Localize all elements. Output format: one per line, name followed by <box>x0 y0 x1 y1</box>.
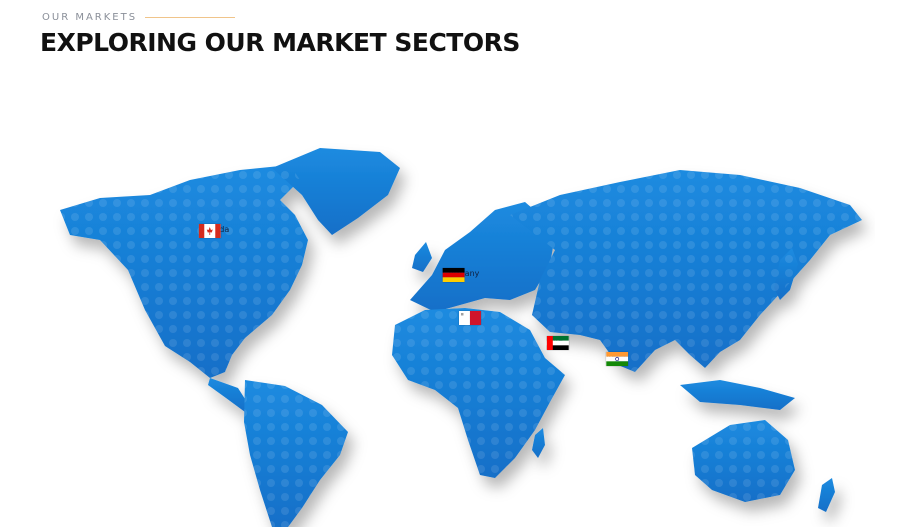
eyebrow-label: OUR MARKETS <box>42 12 138 23</box>
india-flag-icon <box>606 352 629 366</box>
central-america-shape <box>208 378 252 412</box>
indonesia-shape <box>680 380 795 410</box>
world-map: Canada Germany Malta UAE <box>40 140 875 527</box>
world-map-graphic <box>60 148 862 527</box>
marker-malta[interactable]: Malta <box>458 311 481 325</box>
page-title: EXPLORING OUR MARKET SECTORS <box>40 28 520 57</box>
marker-india[interactable]: India <box>606 352 629 366</box>
madagascar-shape <box>532 428 545 458</box>
greenland-shape <box>272 148 400 235</box>
canada-flag-icon <box>198 224 221 238</box>
uk-shape <box>412 242 432 272</box>
europe-shape <box>410 202 555 312</box>
malta-flag-icon <box>458 311 481 325</box>
eyebrow-divider <box>145 17 236 18</box>
section-eyebrow: OUR MARKETS <box>42 12 236 23</box>
uae-flag-icon <box>546 336 569 350</box>
marker-canada[interactable]: Canada <box>198 224 229 238</box>
new-zealand-shape <box>818 478 835 512</box>
marker-uae[interactable]: UAE <box>546 336 569 350</box>
germany-flag-icon <box>442 268 465 282</box>
marker-germany[interactable]: Germany <box>442 268 479 282</box>
map-dot-texture <box>60 165 862 527</box>
